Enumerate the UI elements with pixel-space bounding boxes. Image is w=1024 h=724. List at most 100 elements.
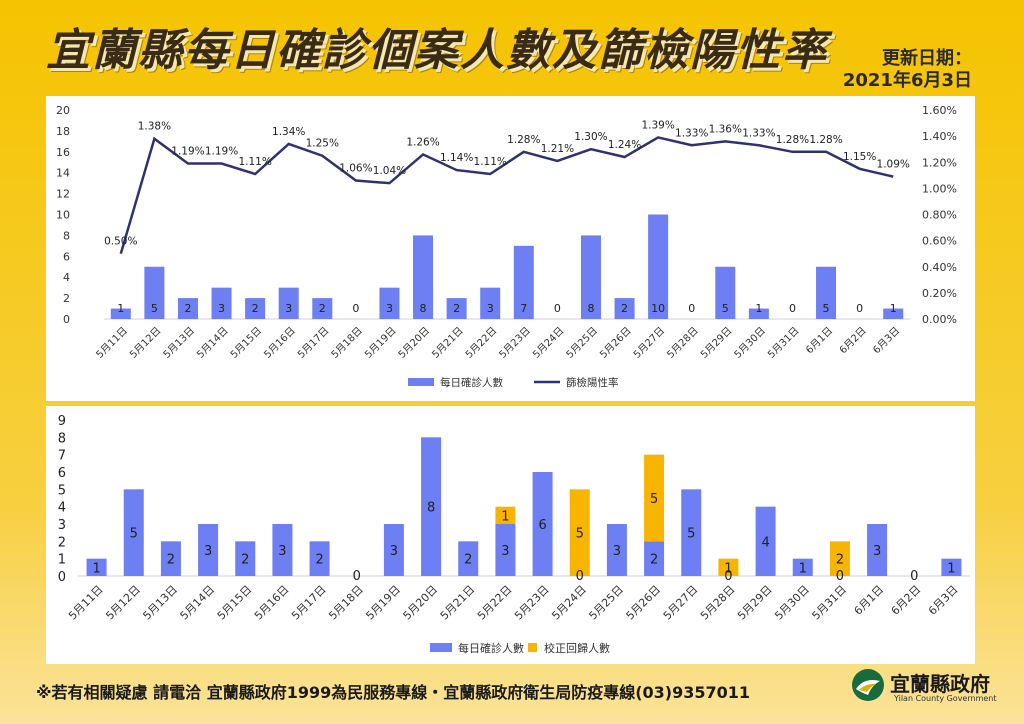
bar (211, 287, 232, 319)
bar-confirmed (235, 541, 256, 576)
y-tick-right: 1.20% (922, 156, 957, 169)
bar (278, 287, 299, 319)
bar-correction-label: 2 (836, 553, 844, 568)
bar (816, 266, 837, 319)
y-tick: 8 (58, 431, 66, 446)
bar-confirmed (458, 541, 479, 576)
bar-correction-label: 1 (501, 509, 509, 524)
bar-correction-label: 5 (576, 527, 584, 542)
x-tick-label: 6月3日 (926, 583, 961, 618)
bar-confirmed (792, 558, 813, 576)
bar-correction (495, 506, 516, 524)
x-tick-label: 5月13日 (140, 583, 180, 623)
bar (715, 266, 736, 319)
bar-confirmed (309, 541, 330, 576)
bar-value-label: 5 (722, 302, 729, 315)
bar (245, 298, 266, 319)
bar-confirmed (941, 558, 962, 576)
bar (580, 235, 601, 319)
x-tick-label: 5月29日 (698, 325, 734, 361)
y-tick: 9 (58, 414, 66, 429)
rate-data-label: 0.50% (104, 236, 137, 248)
bar-confirmed-label: 3 (501, 544, 509, 559)
rate-data-label: 1.33% (742, 127, 775, 139)
bar (312, 298, 333, 319)
bar-value-label: 0 (352, 302, 359, 315)
bar-value-label: 1 (890, 302, 897, 315)
bar-confirmed-label: 1 (799, 561, 807, 576)
y-tick-left: 4 (63, 271, 70, 284)
bar-confirmed-label: 3 (204, 544, 212, 559)
legend-line-label: 篩檢陽性率 (566, 376, 619, 389)
bar-confirmed (532, 472, 553, 576)
bar-confirmed-label: 2 (464, 553, 472, 568)
x-tick-label: 5月12日 (103, 583, 143, 623)
x-tick-label: 6月2日 (837, 325, 869, 357)
bar (614, 298, 635, 319)
bar-confirmed (644, 541, 665, 576)
rate-data-label: 1.14% (440, 152, 473, 164)
bar-value-label: 2 (252, 302, 259, 315)
y-tick-left: 12 (56, 188, 70, 201)
bar-confirmed-label: 2 (167, 553, 175, 568)
bar-value-label: 1 (117, 302, 124, 315)
bar-confirmed-label: 0 (724, 569, 732, 584)
x-tick-label: 5月25日 (564, 325, 600, 361)
legend-confirmed-swatch (430, 643, 452, 652)
y-tick-left: 2 (63, 292, 70, 305)
y-tick: 2 (58, 535, 66, 550)
x-tick-label: 5月27日 (661, 583, 701, 623)
rate-data-label: 1.36% (709, 123, 742, 135)
bar (144, 266, 165, 319)
bar-confirmed-label: 0 (910, 569, 918, 584)
x-tick-label: 5月11日 (66, 583, 106, 623)
bar-confirmed (86, 558, 107, 576)
bar-confirmed-label: 6 (538, 518, 546, 533)
rate-data-label: 1.19% (205, 146, 238, 158)
x-tick-label: 5月15日 (228, 325, 264, 361)
bar (446, 298, 467, 319)
bar-correction (829, 541, 850, 576)
bar-confirmed (198, 524, 219, 576)
rate-data-label: 1.06% (339, 163, 372, 175)
rate-data-label: 1.28% (776, 134, 809, 146)
y-tick: 1 (58, 553, 66, 568)
x-tick-label: 5月26日 (598, 325, 634, 361)
legend-correction-label: 校正回歸人數 (544, 641, 610, 655)
rate-data-label: 1.11% (474, 156, 507, 168)
y-tick-right: 0.00% (922, 313, 957, 326)
bar-confirmed (606, 524, 627, 576)
bar-confirmed (272, 524, 293, 576)
x-tick-label: 5月22日 (475, 583, 515, 623)
y-tick-left: 18 (56, 125, 70, 138)
bar-confirmed-label: 1 (947, 561, 955, 576)
rate-data-label: 1.30% (574, 131, 607, 143)
bar-confirmed (681, 489, 702, 576)
org-name-en: Yilan County Government (894, 694, 997, 703)
x-tick-label: 5月19日 (362, 325, 398, 361)
x-tick-label: 5月24日 (530, 325, 566, 361)
bar-value-label: 3 (285, 302, 292, 315)
x-tick-label: 5月16日 (262, 325, 298, 361)
legend-bar-swatch (408, 378, 434, 386)
y-tick-right: 1.40% (922, 130, 957, 143)
y-tick-right: 1.60% (922, 104, 957, 117)
bar (177, 298, 198, 319)
bar-confirmed (755, 506, 776, 576)
combo-chart: 024681012141618200.00%0.20%0.40%0.60%0.8… (56, 104, 957, 389)
update-date: 2021年6月3日 (842, 70, 972, 91)
y-tick: 7 (58, 449, 66, 464)
x-tick-label: 5月20日 (396, 325, 432, 361)
x-tick-label: 5月21日 (430, 325, 466, 361)
bar-confirmed-label: 2 (650, 553, 658, 568)
legend-correction-swatch (528, 643, 537, 652)
y-tick: 6 (58, 466, 66, 481)
bar-confirmed-label: 1 (92, 561, 100, 576)
x-tick-label: 5月18日 (329, 325, 365, 361)
x-tick-label: 5月24日 (549, 583, 589, 623)
bar-value-label: 7 (520, 302, 527, 315)
combo-chart-panel: 0 2 4 6 8 10 12 14 16 18 20 0.00% 0.20% 0.40% 0.60% 0.8… (46, 96, 975, 401)
bar-confirmed-label: 0 (836, 569, 844, 584)
bar-confirmed-label: 5 (130, 527, 138, 542)
x-tick-label: 5月11日 (94, 325, 130, 361)
